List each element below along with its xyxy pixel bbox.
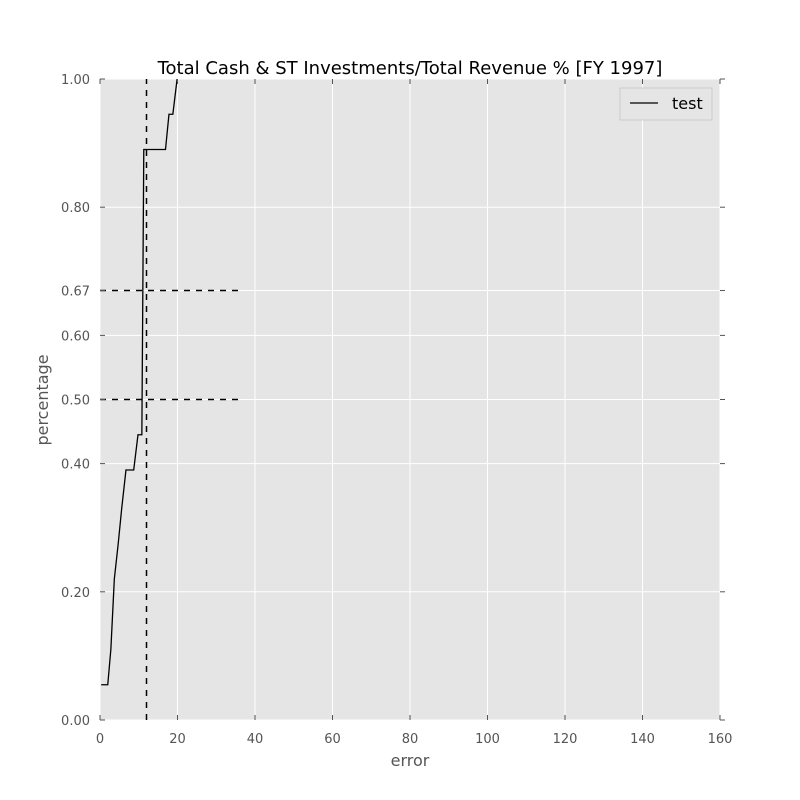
x-axis-label: error	[391, 751, 430, 770]
y-tick-label: 0.20	[61, 586, 90, 601]
series-layer	[101, 78, 178, 686]
x-tick-label: 120	[553, 732, 578, 747]
chart-title: Total Cash & ST Investments/Total Revenu…	[157, 58, 663, 79]
x-tick-label: 100	[475, 732, 500, 747]
legend: test	[619, 87, 713, 121]
x-tick-label: 40	[247, 732, 264, 747]
series-line-test	[101, 78, 178, 686]
y-tick-label: 0.67	[61, 285, 90, 300]
x-tick-label: 60	[324, 732, 341, 747]
x-tick-label: 20	[169, 732, 186, 747]
ticks	[99, 78, 725, 721]
y-tick-label: 0.50	[61, 394, 90, 409]
x-tick-label: 0	[96, 732, 104, 747]
legend-label-test: test	[672, 94, 703, 113]
y-tick-label: 0.60	[61, 329, 90, 344]
y-tick-label: 0.00	[61, 714, 90, 729]
y-axis-label: percentage	[33, 354, 52, 445]
y-tick-label: 0.40	[61, 458, 90, 473]
y-tick-label: 0.80	[61, 201, 90, 216]
x-tick-label: 140	[630, 732, 655, 747]
tick-labels: 0 20 40 60 80 100 120 140 160 0.00 0.20 0.40 0.50 0.6…	[61, 73, 732, 747]
x-tick-label: 160	[708, 732, 733, 747]
y-tick-label: 1.00	[61, 73, 90, 88]
x-tick-label: 80	[402, 732, 419, 747]
legend-box	[619, 87, 713, 121]
